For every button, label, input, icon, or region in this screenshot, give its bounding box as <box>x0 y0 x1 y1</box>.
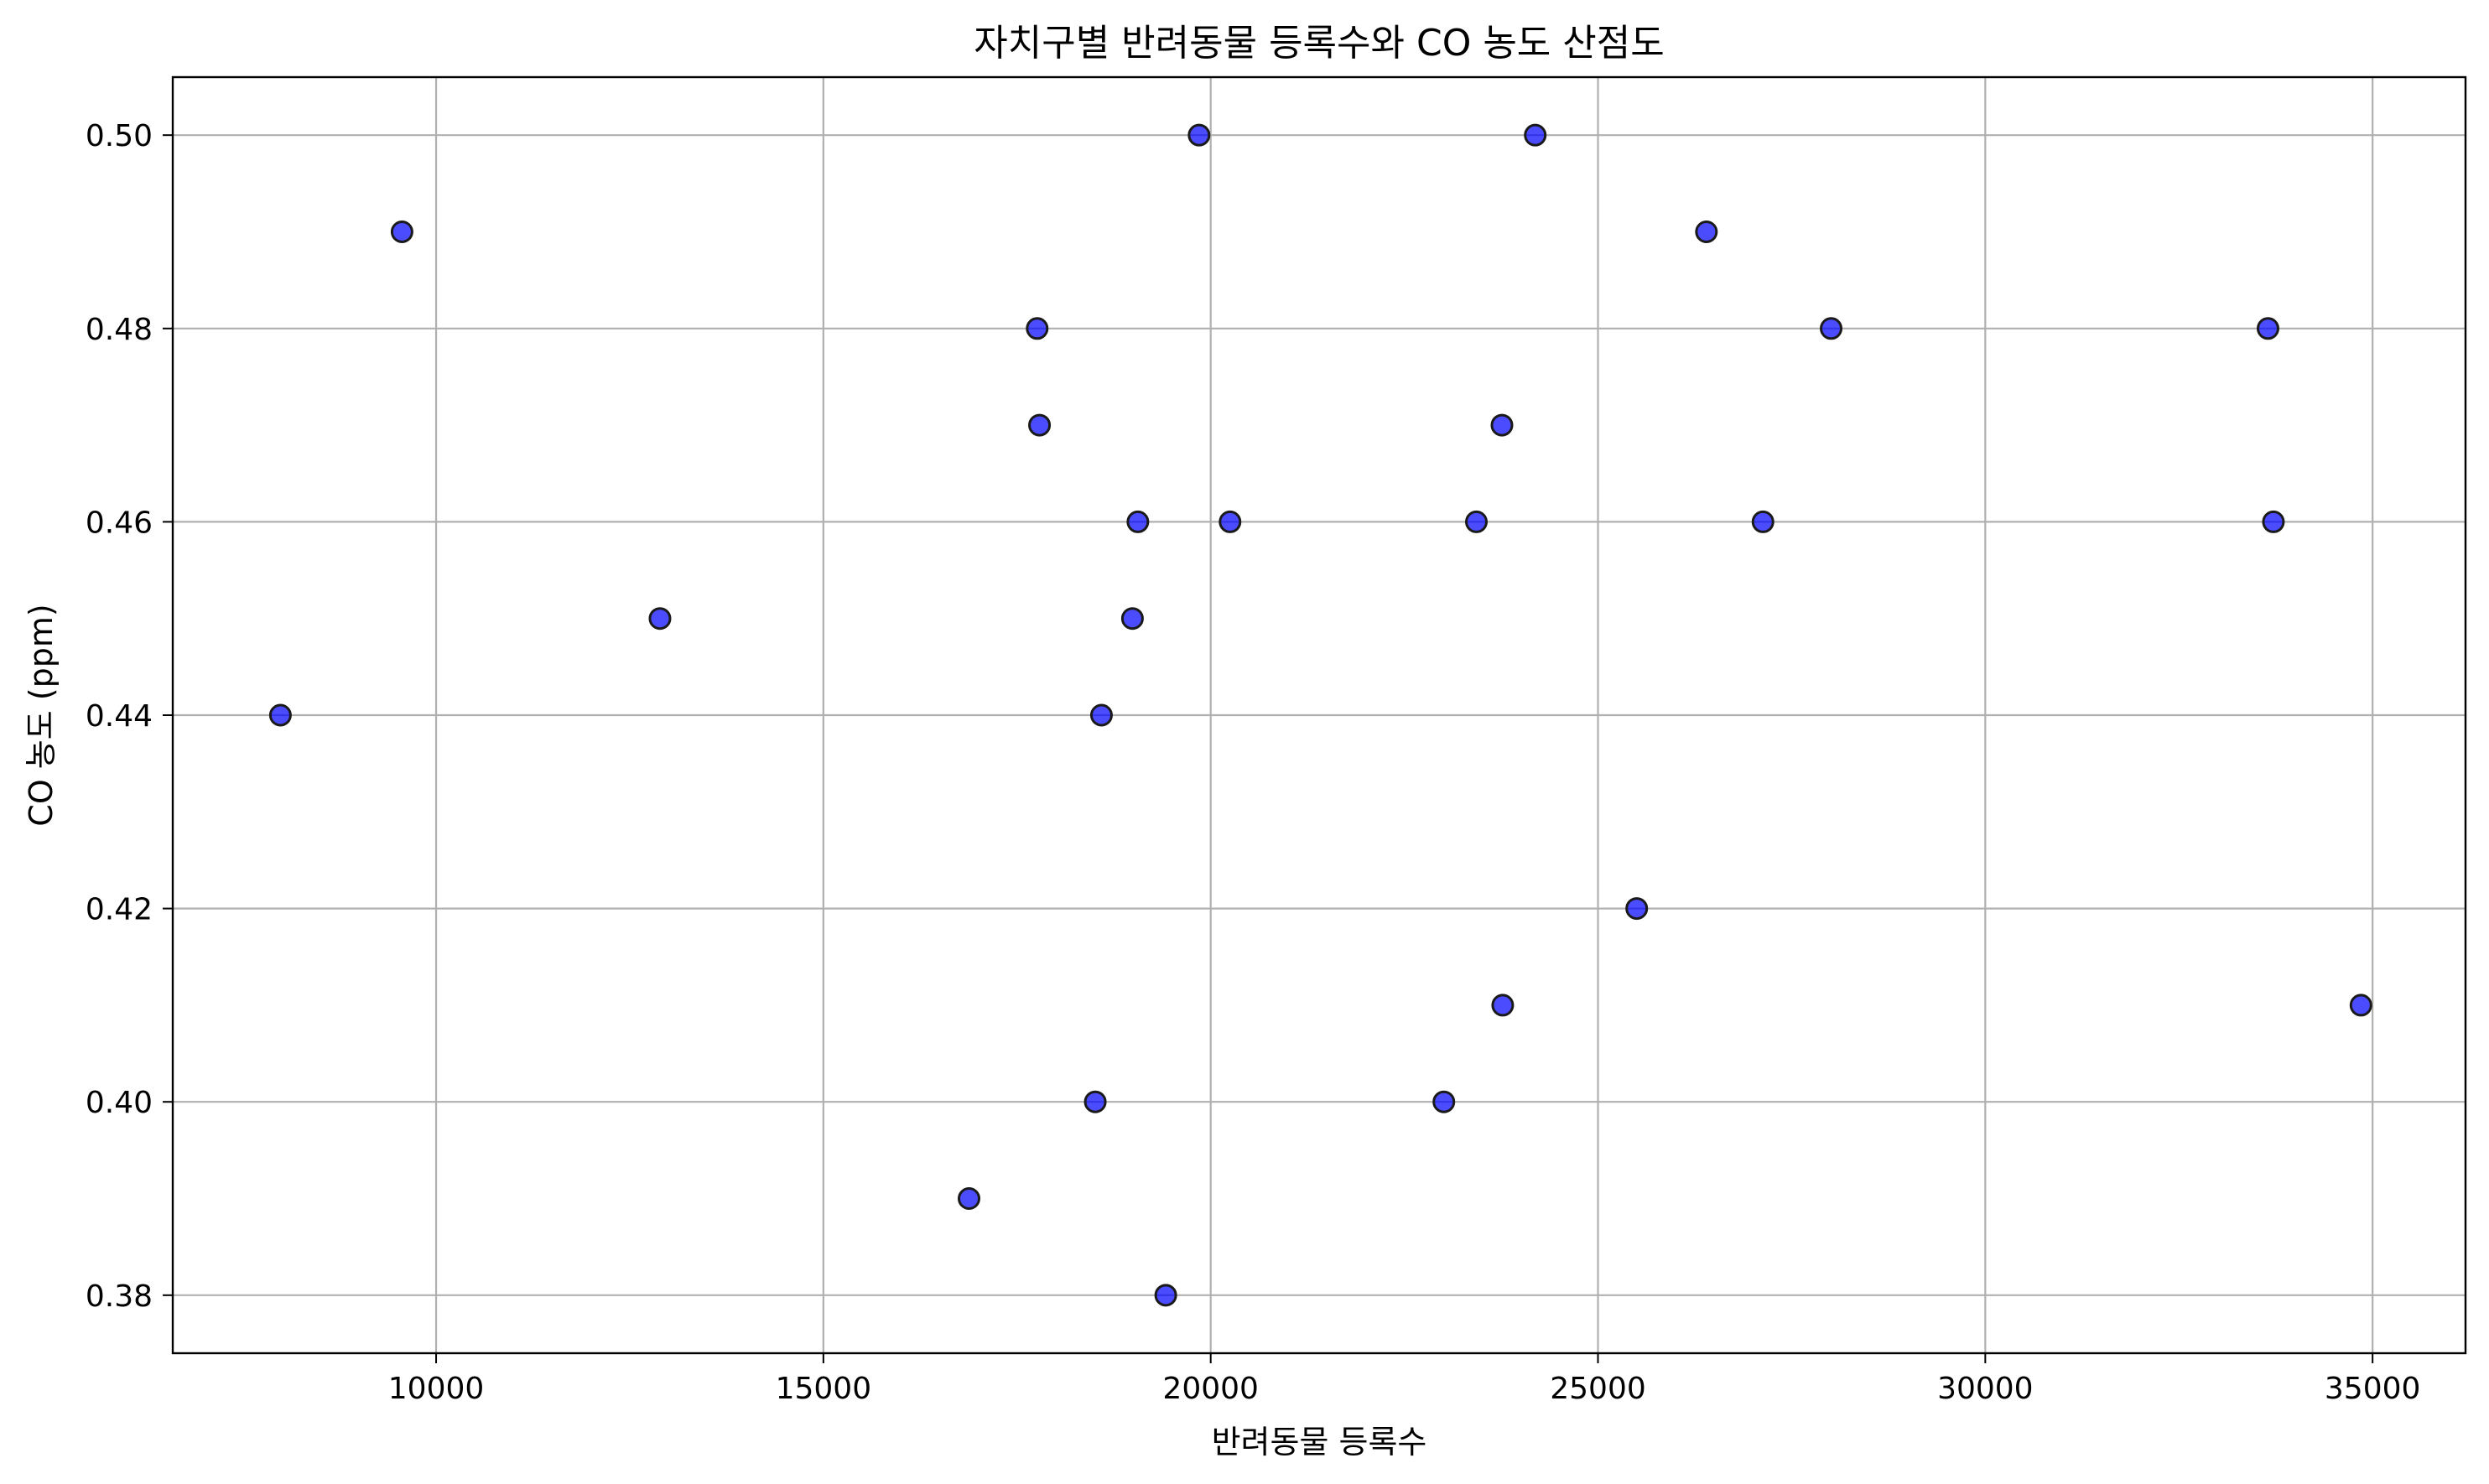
y-tick-label: 0.42 <box>86 893 153 927</box>
x-tick-label: 25000 <box>1550 1372 1646 1406</box>
y-tick-label: 0.46 <box>86 506 153 540</box>
y-tick-label: 0.40 <box>86 1086 153 1120</box>
y-axis-title: CO 농도 (ppm) <box>23 604 60 826</box>
axis-ticks: 10000 15000 20000 25000 30000 35000 0.38 0.40 0.… <box>86 119 2421 1406</box>
scatter-point <box>1820 317 1843 340</box>
scatter-point <box>1120 607 1144 630</box>
x-tick-label: 20000 <box>1162 1372 1259 1406</box>
scatter-point <box>1126 510 1150 533</box>
scatter-point <box>1028 413 1052 437</box>
scatter-point <box>2262 510 2285 533</box>
scatter-point <box>1751 510 1775 533</box>
grid-lines <box>173 77 2466 1353</box>
y-tick-label: 0.38 <box>86 1279 153 1314</box>
y-tick-label: 0.50 <box>86 119 153 153</box>
scatter-point <box>1187 123 1211 147</box>
scatter-point <box>390 220 413 243</box>
scatter-point <box>1465 510 1489 533</box>
x-tick-label: 15000 <box>776 1372 872 1406</box>
scatter-point <box>1695 220 1718 243</box>
chart-title: 자치구별 반려동물 등록수와 CO 농도 산점도 <box>974 22 1664 65</box>
data-points <box>268 123 2372 1307</box>
scatter-point <box>1026 317 1049 340</box>
scatter-point <box>1089 703 1113 727</box>
scatter-point <box>1083 1090 1107 1113</box>
scatter-point <box>1625 897 1649 921</box>
scatter-point <box>648 607 672 630</box>
scatter-point <box>268 703 292 727</box>
x-tick-label: 30000 <box>1937 1372 2034 1406</box>
scatter-point <box>1524 123 1547 147</box>
x-axis-title: 반려동물 등록수 <box>1212 1424 1427 1461</box>
scatter-point <box>2256 317 2279 340</box>
x-tick-label: 10000 <box>388 1372 485 1406</box>
scatter-point <box>1490 413 1514 437</box>
scatter-point <box>1432 1090 1456 1113</box>
scatter-point <box>1491 994 1515 1017</box>
scatter-point <box>1154 1284 1177 1307</box>
y-tick-label: 0.44 <box>86 699 153 734</box>
scatter-point <box>2349 994 2372 1017</box>
scatter-point <box>1219 510 1242 533</box>
scatter-point <box>958 1187 981 1211</box>
y-tick-label: 0.48 <box>86 313 153 347</box>
x-tick-label: 35000 <box>2325 1372 2421 1406</box>
